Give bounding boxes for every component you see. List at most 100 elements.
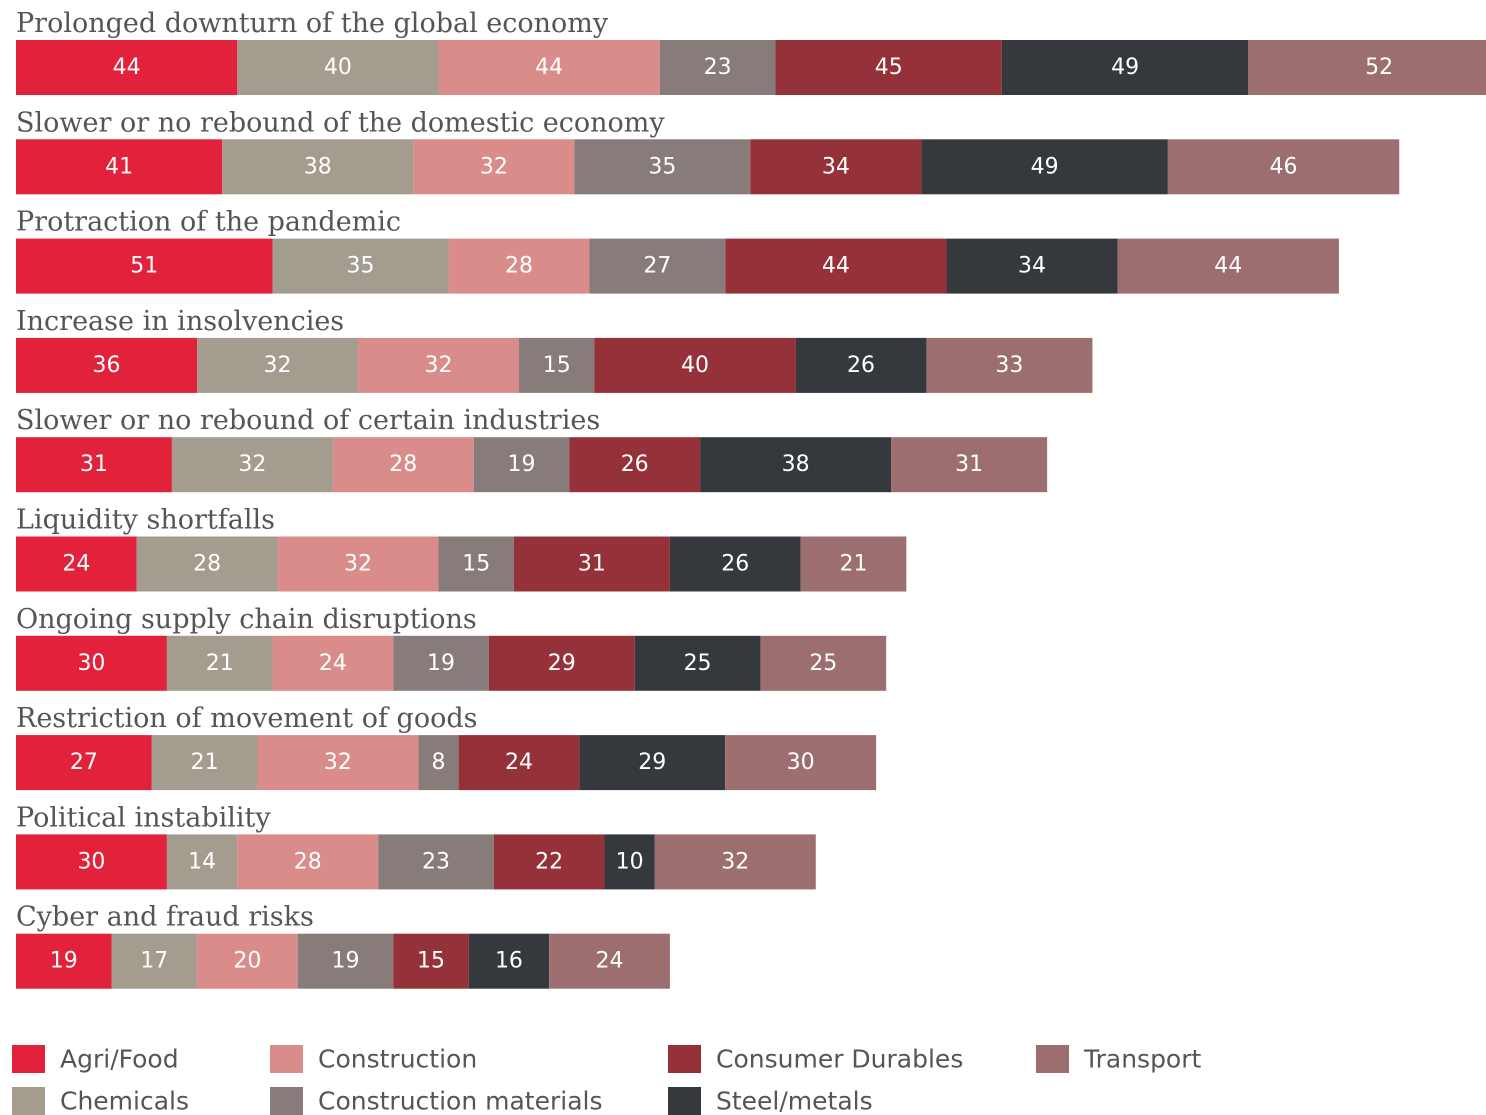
data-label: 28 [193,552,221,577]
bar-segment [222,139,414,195]
data-label: 10 [616,849,644,874]
bar-segment [468,933,550,989]
bar-segment [493,834,605,890]
data-label: 30 [77,849,105,874]
data-label: 26 [721,552,749,577]
legend-swatch [1036,1045,1069,1073]
legend-label: Chemicals [60,1087,189,1115]
row-label: Slower or no rebound of the domestic eco… [16,107,665,138]
bar-segment [257,735,419,791]
data-label: 38 [782,452,810,477]
data-label: 31 [955,452,983,477]
legend-swatch [270,1087,303,1115]
data-label: 28 [505,254,533,279]
data-label: 16 [495,949,523,974]
bar-segment [473,437,570,493]
data-label: 29 [548,651,576,676]
data-label: 19 [427,651,455,676]
data-label: 15 [417,949,445,974]
data-label: 20 [233,949,261,974]
bar-segment [519,337,595,393]
bar-segment [438,536,514,592]
data-label: 30 [77,651,105,676]
row-label: Slower or no rebound of certain industri… [16,405,600,436]
data-label: 49 [1031,154,1059,179]
data-label: 24 [596,949,624,974]
bar-segment [725,238,947,294]
data-label: 14 [188,849,216,874]
data-label: 29 [638,750,666,775]
data-label: 27 [643,254,671,279]
data-label: 52 [1365,55,1393,80]
data-label: 35 [347,254,375,279]
legend-swatch [12,1045,45,1073]
bar-segment [700,437,892,493]
data-label: 40 [324,55,352,80]
data-label: 32 [264,353,292,378]
legend-label: Transport [1083,1045,1202,1074]
data-label: 23 [422,849,450,874]
bar-segment [166,834,238,890]
bar-segment [946,238,1118,294]
bar-segment [277,536,439,592]
bar-segment [574,139,751,195]
data-label: 32 [425,353,453,378]
data-label: 30 [787,750,815,775]
bar-segment [654,834,816,890]
legend-swatch [270,1045,303,1073]
bar-segment [16,337,198,393]
bar-segment [418,735,459,791]
data-label: 26 [621,452,649,477]
bar-segment [634,635,761,691]
bar-segment [1001,40,1249,95]
bar-segment [393,933,469,989]
bar-segment [393,635,489,691]
data-label: 32 [344,552,372,577]
bar-segment [16,635,167,691]
data-label: 15 [543,353,571,378]
bar-segment [16,933,112,989]
bar-segment [775,40,1002,95]
data-label: 34 [1018,254,1046,279]
bar-segment [272,635,394,691]
data-label: 44 [822,254,850,279]
data-label: 28 [389,452,417,477]
bar-segment [16,139,223,195]
data-label: 35 [648,154,676,179]
data-label: 40 [681,353,709,378]
data-label: 32 [721,849,749,874]
data-label: 32 [324,750,352,775]
data-label: 25 [809,651,837,676]
data-label: 51 [130,254,158,279]
data-label: 49 [1111,55,1139,80]
bar-segment [136,536,278,592]
bar-segment [237,40,439,95]
bar-segment [589,238,726,294]
data-label: 19 [50,949,78,974]
data-label: 32 [480,154,508,179]
bar-segment [604,834,655,890]
legend-swatch [668,1045,701,1073]
bar-segment [378,834,494,890]
bar-segment [16,735,152,791]
bar-segment [438,40,660,95]
data-label: 27 [70,750,98,775]
row-label: Increase in insolvencies [16,306,344,337]
data-label: 24 [319,651,347,676]
bar-segment [413,139,575,195]
data-label: 24 [62,552,90,577]
bar-segment [594,337,796,393]
bar-segment [272,238,449,294]
bar-segment [358,337,519,393]
legend-label: Construction materials [318,1087,603,1115]
bar-segment [166,635,273,691]
row-label: Prolonged downturn of the global economy [16,8,609,39]
data-label: 32 [238,452,266,477]
bar-segment [1117,238,1339,294]
data-label: 28 [294,849,322,874]
row-label: Protraction of the pandemic [16,207,401,238]
bar-segment [513,536,670,592]
bar-segment [16,40,238,95]
bar-segment [750,139,922,195]
